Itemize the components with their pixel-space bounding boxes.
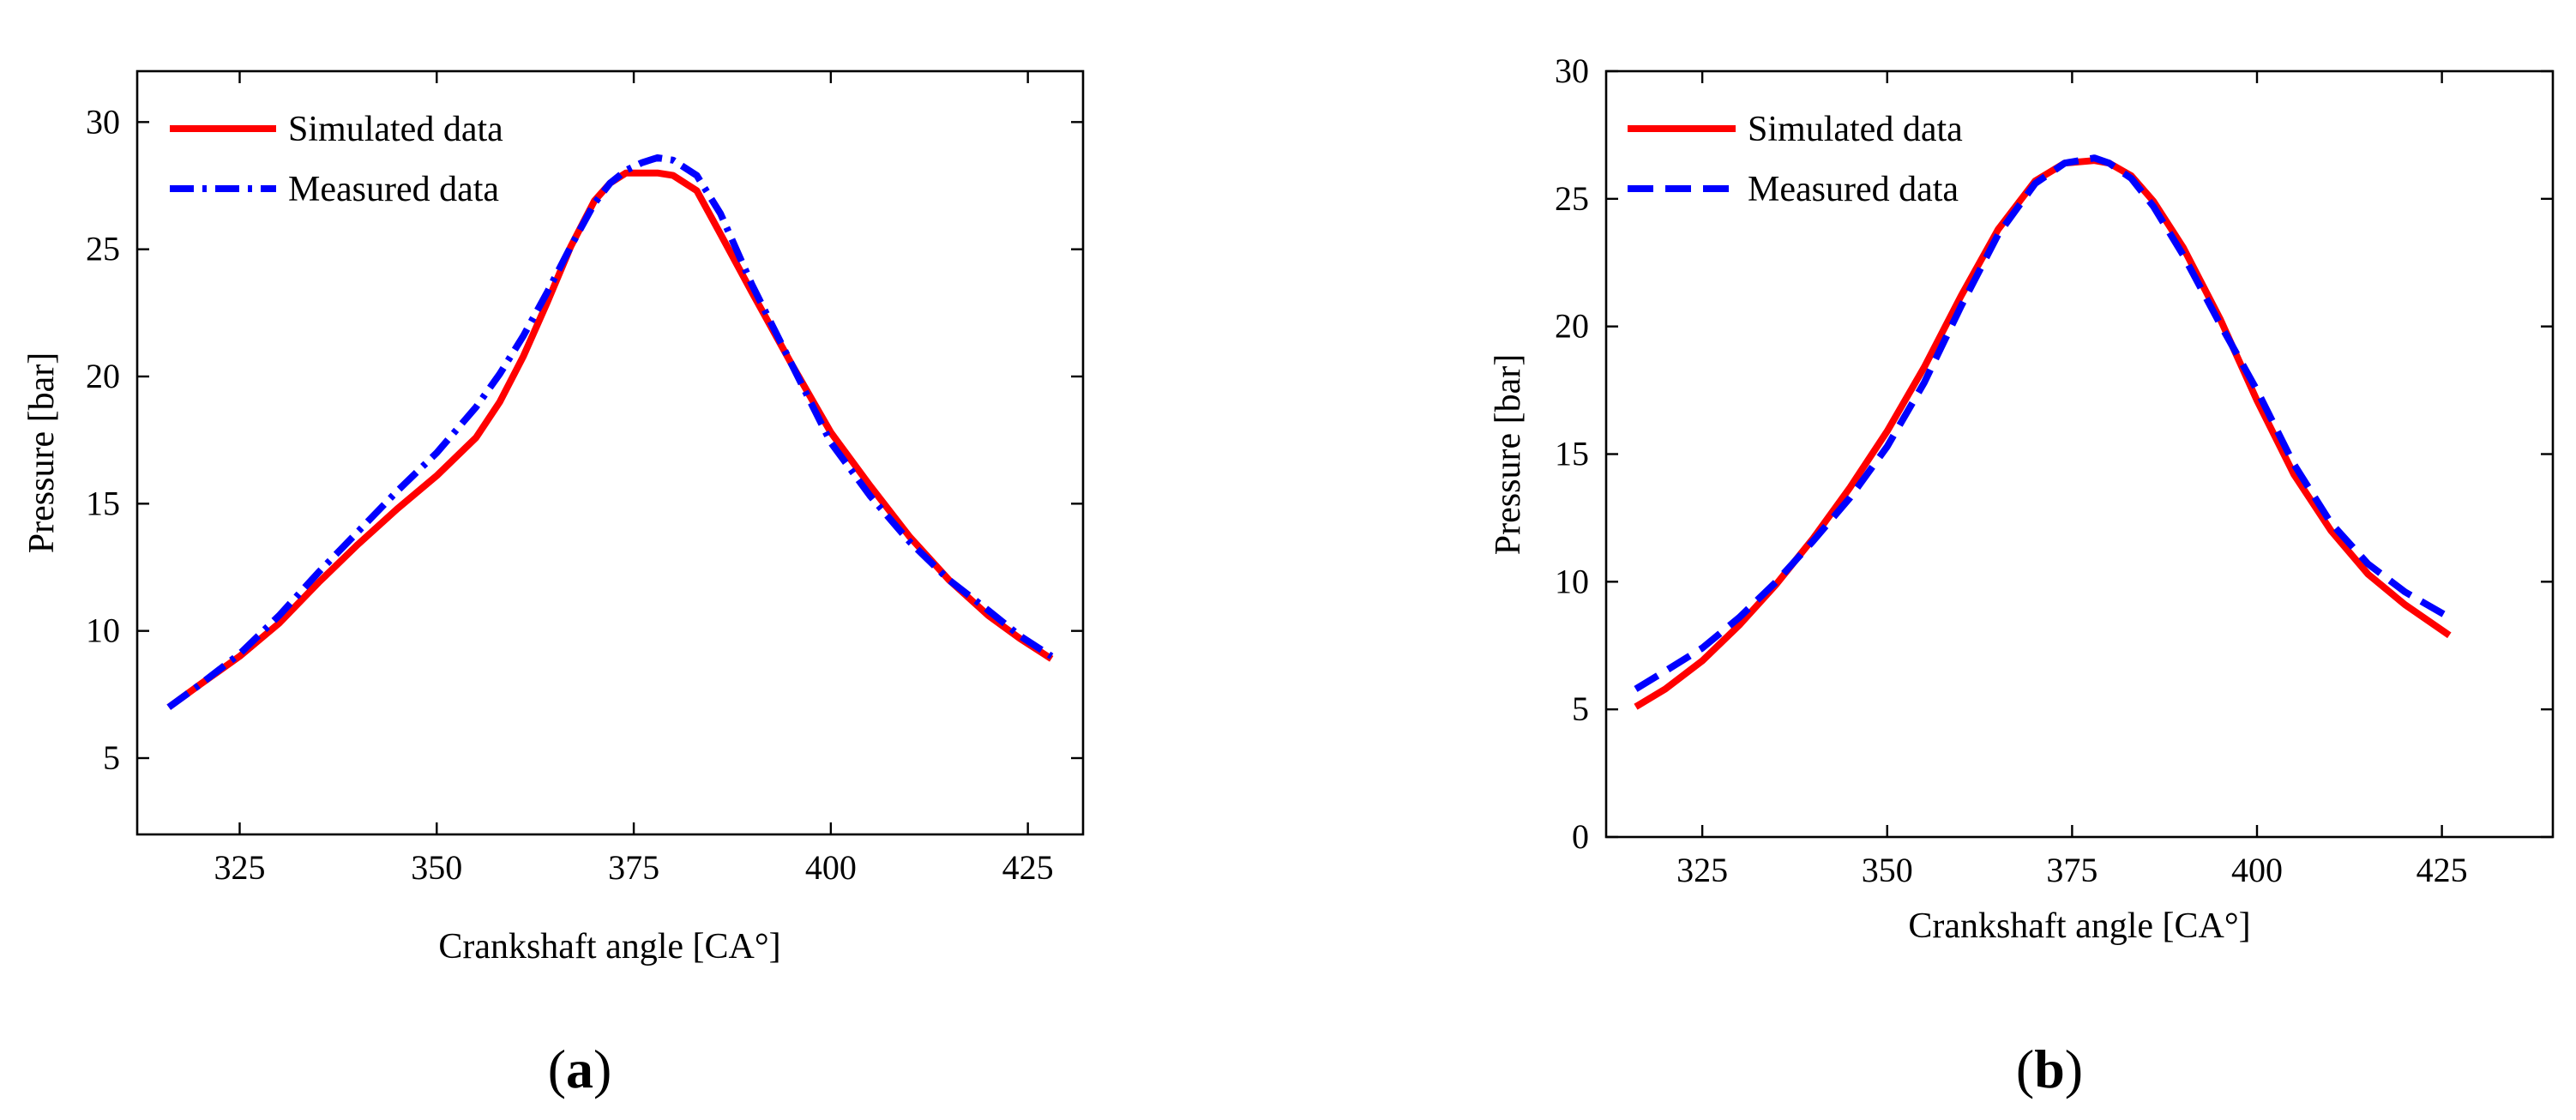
y-axis-label: Pressure [bar] (22, 352, 62, 553)
chart-panel-b: 325 350 375 400 425 0 5 10 15 20 25 30 Simulated da… (1489, 51, 2555, 1099)
series-line-simulated (166, 169, 1054, 710)
x-axis-label: Crankshaft angle [CA°] (1908, 906, 2250, 946)
chart-panel-a: 325 350 375 400 425 5 10 15 20 25 30 Simulated dat… (22, 69, 1085, 1099)
series-line-measured (166, 154, 1054, 710)
x-tick-label: 350 (411, 848, 462, 887)
y-tick-label: 10 (1555, 562, 1589, 600)
y-tick-label: 5 (1572, 689, 1589, 728)
x-tick-label: 400 (2231, 851, 2283, 889)
x-tick-label: 375 (2046, 851, 2098, 889)
y-tick-label: 0 (1572, 817, 1589, 856)
y-tick-label: 20 (86, 357, 120, 395)
y-tick-label: 10 (86, 611, 120, 650)
y-tick-label: 15 (86, 484, 120, 522)
y-tick-label: 5 (103, 738, 120, 777)
y-tick-label: 20 (1555, 307, 1589, 346)
panel-label-b: (b) (2016, 1039, 2083, 1099)
y-axis-label: Pressure [bar] (1489, 354, 1528, 555)
plot-frame (135, 69, 1085, 836)
x-tick-label: 400 (805, 848, 857, 887)
x-tick-label: 425 (2417, 851, 2468, 889)
panel-label-a: (a) (548, 1039, 612, 1099)
y-tick-label: 30 (86, 102, 120, 141)
legend-label-simulated: Simulated data (288, 110, 503, 149)
x-axis-label: Crankshaft angle [CA°] (438, 927, 780, 966)
x-tick-label: 325 (214, 848, 265, 887)
y-tick-label: 25 (86, 230, 120, 268)
x-tick-label: 325 (1676, 851, 1728, 889)
legend: Simulated data Measured data (1628, 110, 1963, 209)
legend-label-measured: Measured data (288, 170, 499, 209)
legend-label-simulated: Simulated data (1748, 110, 1963, 149)
x-tick-label: 350 (1862, 851, 1913, 889)
x-tick-label: 425 (1002, 848, 1054, 887)
y-tick-label: 25 (1555, 179, 1589, 218)
series-line-measured (1634, 154, 2452, 692)
series-line-simulated (1634, 157, 2452, 710)
y-tick-label: 30 (1555, 51, 1589, 90)
legend-label-measured: Measured data (1748, 170, 1959, 209)
x-tick-label: 375 (608, 848, 659, 887)
y-tick-label: 15 (1555, 435, 1589, 473)
legend: Simulated data Measured data (170, 110, 503, 209)
